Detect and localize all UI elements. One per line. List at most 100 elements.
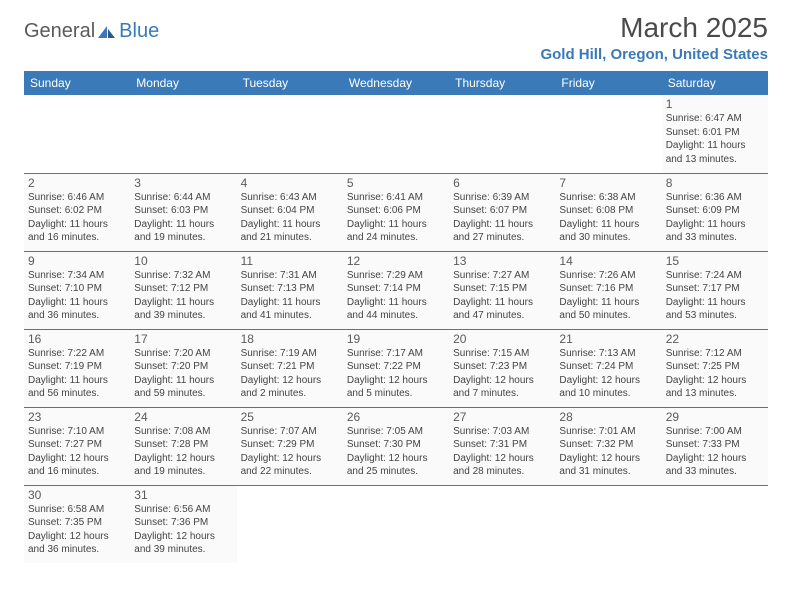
day-info: Sunrise: 7:12 AMSunset: 7:25 PMDaylight:…	[666, 347, 764, 401]
calendar-cell: 21Sunrise: 7:13 AMSunset: 7:24 PMDayligh…	[555, 329, 661, 407]
weekday-header-row: Sunday Monday Tuesday Wednesday Thursday…	[24, 71, 768, 95]
day-number: 31	[134, 488, 232, 502]
calendar-row: 1Sunrise: 6:47 AMSunset: 6:01 PMDaylight…	[24, 95, 768, 173]
day-number: 18	[241, 332, 339, 346]
calendar-cell: 14Sunrise: 7:26 AMSunset: 7:16 PMDayligh…	[555, 251, 661, 329]
weekday-header: Saturday	[662, 71, 768, 95]
location-subtitle: Gold Hill, Oregon, United States	[540, 46, 768, 63]
calendar-cell: 18Sunrise: 7:19 AMSunset: 7:21 PMDayligh…	[237, 329, 343, 407]
day-info: Sunrise: 7:07 AMSunset: 7:29 PMDaylight:…	[241, 425, 339, 479]
day-info: Sunrise: 7:17 AMSunset: 7:22 PMDaylight:…	[347, 347, 445, 401]
day-info: Sunrise: 7:26 AMSunset: 7:16 PMDaylight:…	[559, 269, 657, 323]
calendar-cell-empty	[237, 485, 343, 563]
day-number: 16	[28, 332, 126, 346]
calendar-cell: 12Sunrise: 7:29 AMSunset: 7:14 PMDayligh…	[343, 251, 449, 329]
calendar-cell: 7Sunrise: 6:38 AMSunset: 6:08 PMDaylight…	[555, 173, 661, 251]
calendar-cell: 17Sunrise: 7:20 AMSunset: 7:20 PMDayligh…	[130, 329, 236, 407]
sail-icon	[97, 24, 117, 40]
day-number: 5	[347, 176, 445, 190]
calendar-cell: 5Sunrise: 6:41 AMSunset: 6:06 PMDaylight…	[343, 173, 449, 251]
calendar-cell: 2Sunrise: 6:46 AMSunset: 6:02 PMDaylight…	[24, 173, 130, 251]
day-number: 15	[666, 254, 764, 268]
weekday-header: Friday	[555, 71, 661, 95]
day-number: 17	[134, 332, 232, 346]
day-number: 4	[241, 176, 339, 190]
calendar-cell: 25Sunrise: 7:07 AMSunset: 7:29 PMDayligh…	[237, 407, 343, 485]
day-number: 6	[453, 176, 551, 190]
header: General Blue March 2025 Gold Hill, Orego…	[24, 12, 768, 63]
calendar-cell: 22Sunrise: 7:12 AMSunset: 7:25 PMDayligh…	[662, 329, 768, 407]
day-number: 11	[241, 254, 339, 268]
day-info: Sunrise: 7:22 AMSunset: 7:19 PMDaylight:…	[28, 347, 126, 401]
calendar-cell-empty	[449, 95, 555, 173]
weekday-header: Thursday	[449, 71, 555, 95]
calendar-cell: 6Sunrise: 6:39 AMSunset: 6:07 PMDaylight…	[449, 173, 555, 251]
calendar-row: 9Sunrise: 7:34 AMSunset: 7:10 PMDaylight…	[24, 251, 768, 329]
calendar-cell: 1Sunrise: 6:47 AMSunset: 6:01 PMDaylight…	[662, 95, 768, 173]
day-info: Sunrise: 6:58 AMSunset: 7:35 PMDaylight:…	[28, 503, 126, 557]
calendar-table: Sunday Monday Tuesday Wednesday Thursday…	[24, 71, 768, 563]
calendar-cell: 10Sunrise: 7:32 AMSunset: 7:12 PMDayligh…	[130, 251, 236, 329]
calendar-cell: 19Sunrise: 7:17 AMSunset: 7:22 PMDayligh…	[343, 329, 449, 407]
calendar-body: 1Sunrise: 6:47 AMSunset: 6:01 PMDaylight…	[24, 95, 768, 563]
calendar-row: 2Sunrise: 6:46 AMSunset: 6:02 PMDaylight…	[24, 173, 768, 251]
day-number: 10	[134, 254, 232, 268]
calendar-cell-empty	[24, 95, 130, 173]
logo: General Blue	[24, 20, 159, 43]
day-info: Sunrise: 7:34 AMSunset: 7:10 PMDaylight:…	[28, 269, 126, 323]
calendar-cell-empty	[662, 485, 768, 563]
calendar-cell: 15Sunrise: 7:24 AMSunset: 7:17 PMDayligh…	[662, 251, 768, 329]
calendar-cell: 31Sunrise: 6:56 AMSunset: 7:36 PMDayligh…	[130, 485, 236, 563]
calendar-cell: 24Sunrise: 7:08 AMSunset: 7:28 PMDayligh…	[130, 407, 236, 485]
calendar-cell: 9Sunrise: 7:34 AMSunset: 7:10 PMDaylight…	[24, 251, 130, 329]
day-info: Sunrise: 7:00 AMSunset: 7:33 PMDaylight:…	[666, 425, 764, 479]
calendar-cell: 20Sunrise: 7:15 AMSunset: 7:23 PMDayligh…	[449, 329, 555, 407]
day-number: 23	[28, 410, 126, 424]
weekday-header: Tuesday	[237, 71, 343, 95]
day-number: 13	[453, 254, 551, 268]
day-info: Sunrise: 6:44 AMSunset: 6:03 PMDaylight:…	[134, 191, 232, 245]
day-info: Sunrise: 7:31 AMSunset: 7:13 PMDaylight:…	[241, 269, 339, 323]
day-number: 2	[28, 176, 126, 190]
calendar-cell: 11Sunrise: 7:31 AMSunset: 7:13 PMDayligh…	[237, 251, 343, 329]
day-info: Sunrise: 7:08 AMSunset: 7:28 PMDaylight:…	[134, 425, 232, 479]
day-info: Sunrise: 6:36 AMSunset: 6:09 PMDaylight:…	[666, 191, 764, 245]
day-info: Sunrise: 7:03 AMSunset: 7:31 PMDaylight:…	[453, 425, 551, 479]
day-info: Sunrise: 7:10 AMSunset: 7:27 PMDaylight:…	[28, 425, 126, 479]
calendar-cell: 27Sunrise: 7:03 AMSunset: 7:31 PMDayligh…	[449, 407, 555, 485]
day-info: Sunrise: 7:27 AMSunset: 7:15 PMDaylight:…	[453, 269, 551, 323]
day-info: Sunrise: 7:20 AMSunset: 7:20 PMDaylight:…	[134, 347, 232, 401]
day-info: Sunrise: 7:01 AMSunset: 7:32 PMDaylight:…	[559, 425, 657, 479]
day-info: Sunrise: 6:56 AMSunset: 7:36 PMDaylight:…	[134, 503, 232, 557]
day-number: 1	[666, 97, 764, 111]
day-number: 9	[28, 254, 126, 268]
calendar-cell: 29Sunrise: 7:00 AMSunset: 7:33 PMDayligh…	[662, 407, 768, 485]
logo-word1: General	[24, 20, 95, 43]
day-info: Sunrise: 6:38 AMSunset: 6:08 PMDaylight:…	[559, 191, 657, 245]
calendar-cell-empty	[449, 485, 555, 563]
calendar-cell-empty	[130, 95, 236, 173]
day-number: 3	[134, 176, 232, 190]
calendar-cell: 30Sunrise: 6:58 AMSunset: 7:35 PMDayligh…	[24, 485, 130, 563]
day-info: Sunrise: 7:13 AMSunset: 7:24 PMDaylight:…	[559, 347, 657, 401]
day-info: Sunrise: 6:43 AMSunset: 6:04 PMDaylight:…	[241, 191, 339, 245]
calendar-cell-empty	[555, 485, 661, 563]
day-info: Sunrise: 6:41 AMSunset: 6:06 PMDaylight:…	[347, 191, 445, 245]
calendar-cell: 23Sunrise: 7:10 AMSunset: 7:27 PMDayligh…	[24, 407, 130, 485]
day-info: Sunrise: 6:47 AMSunset: 6:01 PMDaylight:…	[666, 112, 764, 166]
calendar-cell: 26Sunrise: 7:05 AMSunset: 7:30 PMDayligh…	[343, 407, 449, 485]
day-number: 26	[347, 410, 445, 424]
day-info: Sunrise: 7:29 AMSunset: 7:14 PMDaylight:…	[347, 269, 445, 323]
calendar-row: 23Sunrise: 7:10 AMSunset: 7:27 PMDayligh…	[24, 407, 768, 485]
day-number: 28	[559, 410, 657, 424]
day-number: 7	[559, 176, 657, 190]
day-info: Sunrise: 7:05 AMSunset: 7:30 PMDaylight:…	[347, 425, 445, 479]
calendar-cell: 13Sunrise: 7:27 AMSunset: 7:15 PMDayligh…	[449, 251, 555, 329]
day-number: 22	[666, 332, 764, 346]
calendar-cell: 4Sunrise: 6:43 AMSunset: 6:04 PMDaylight…	[237, 173, 343, 251]
title-block: March 2025 Gold Hill, Oregon, United Sta…	[540, 12, 768, 63]
calendar-cell-empty	[343, 485, 449, 563]
day-info: Sunrise: 7:19 AMSunset: 7:21 PMDaylight:…	[241, 347, 339, 401]
day-number: 14	[559, 254, 657, 268]
calendar-row: 16Sunrise: 7:22 AMSunset: 7:19 PMDayligh…	[24, 329, 768, 407]
